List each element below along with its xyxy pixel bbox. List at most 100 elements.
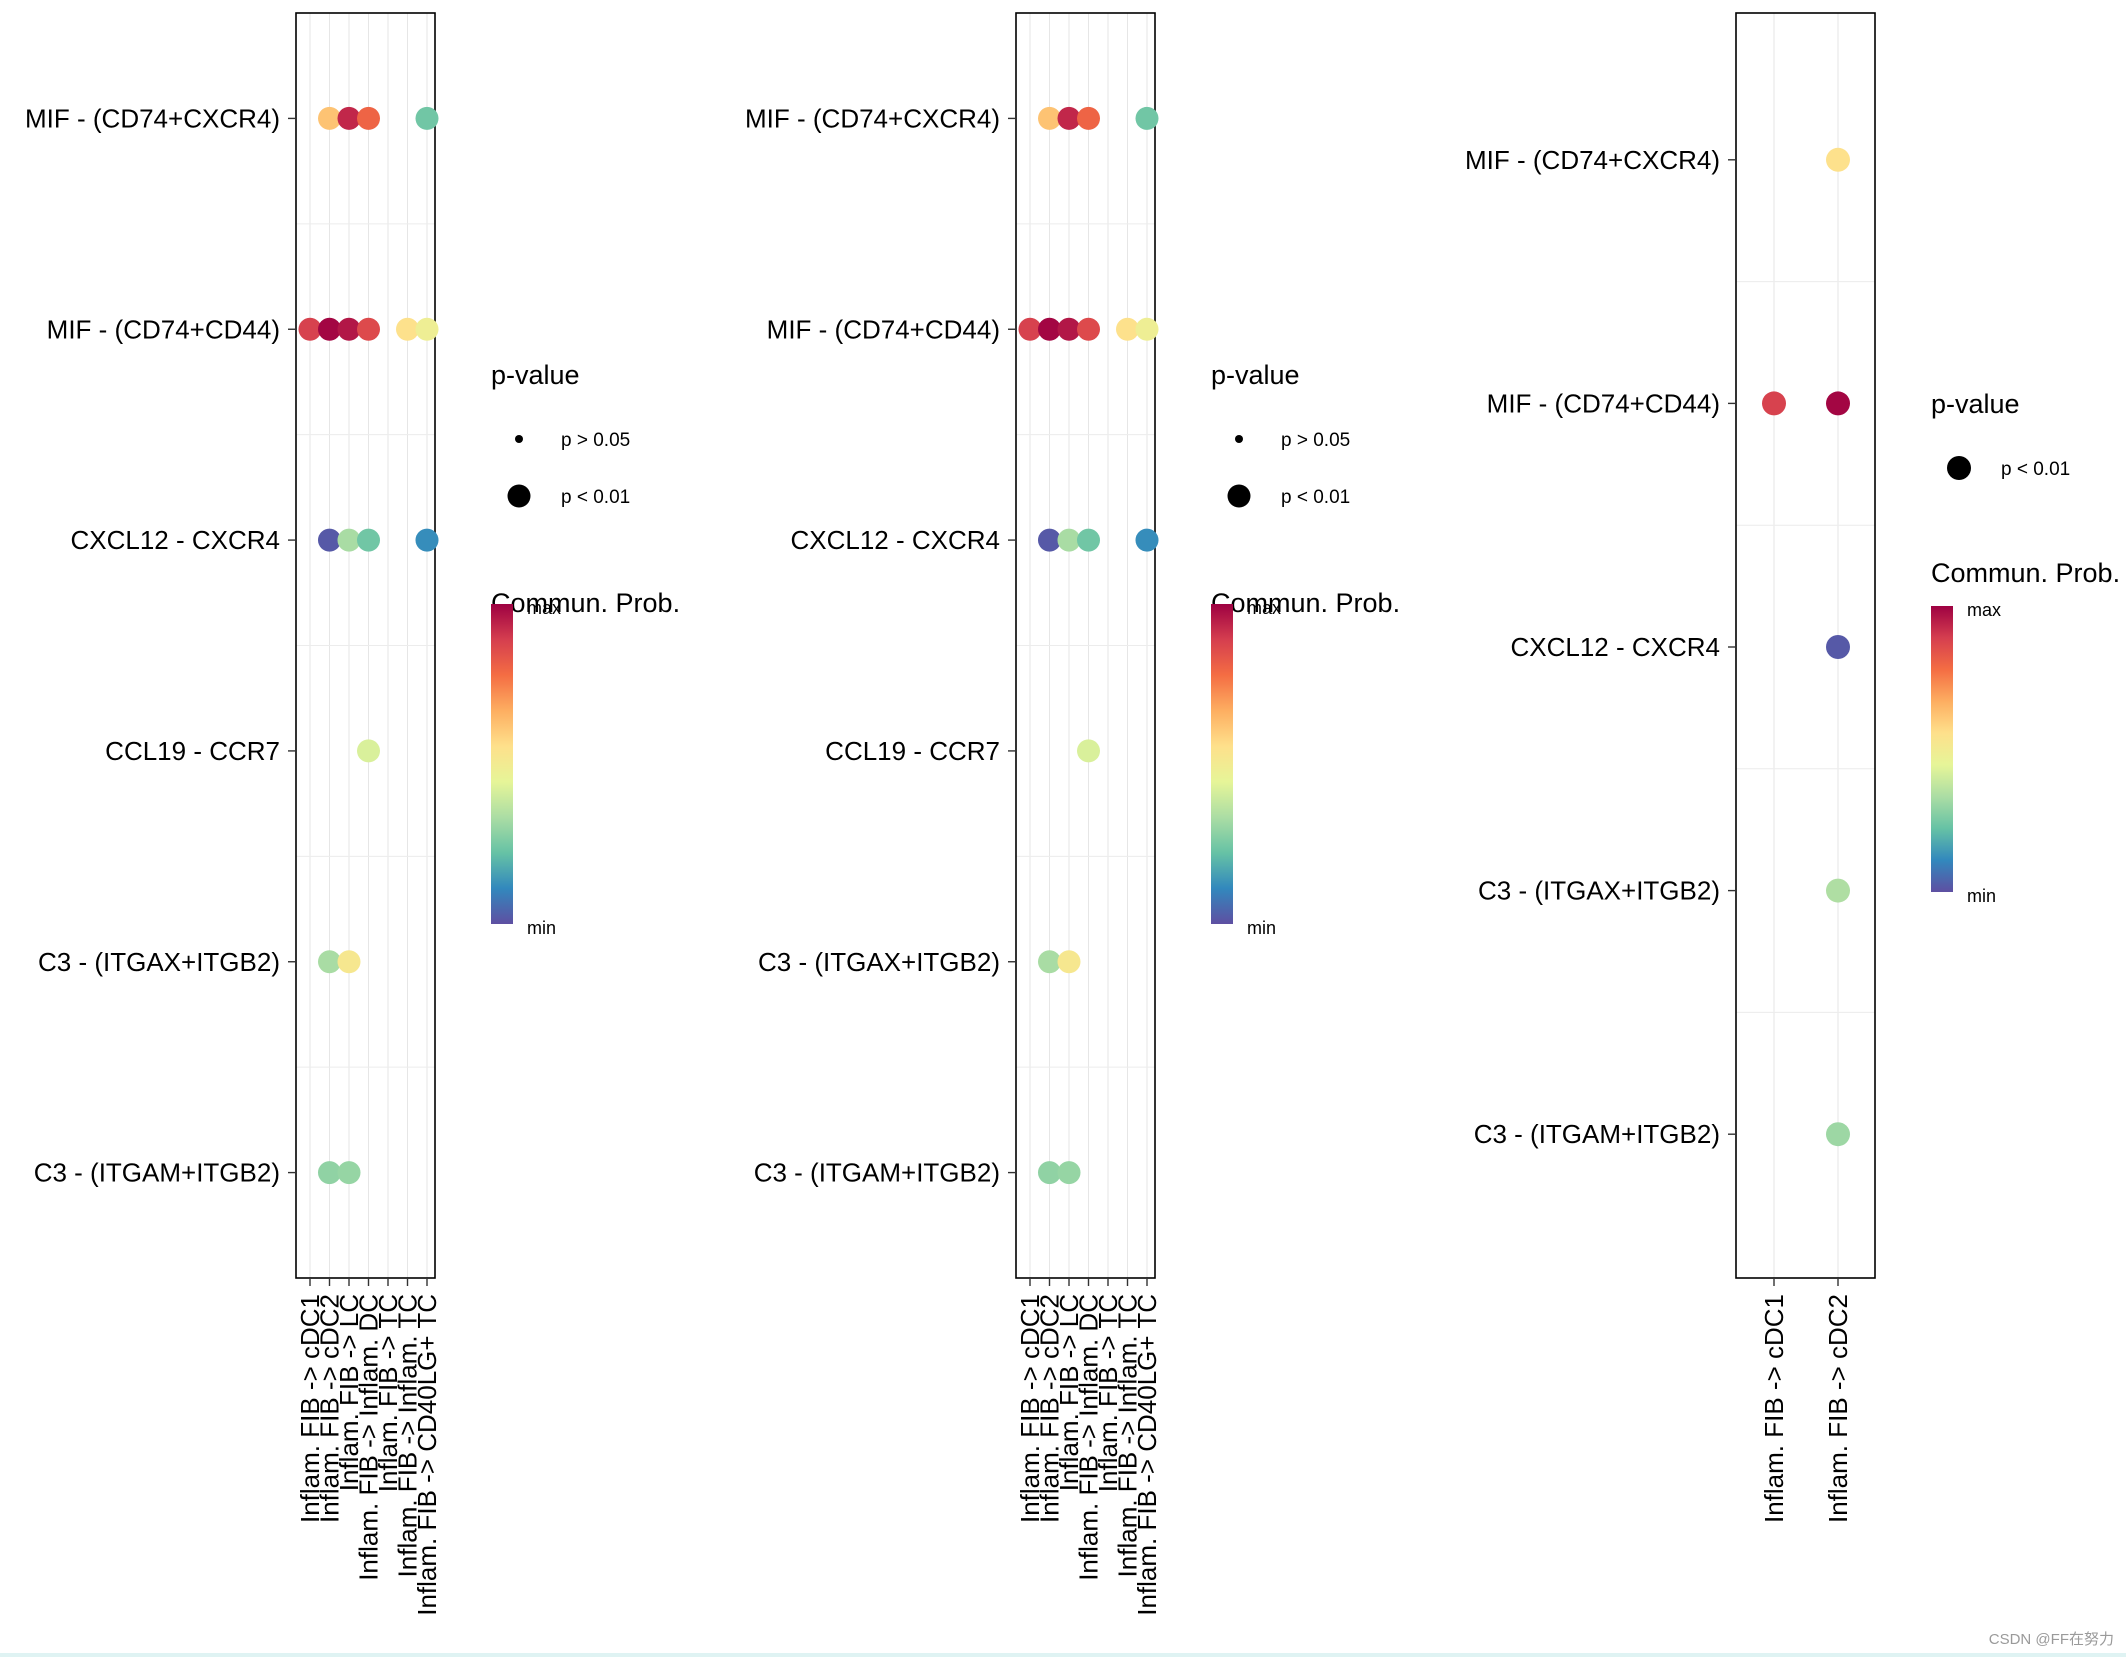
y-tick-label: CXCL12 - CXCR4 — [70, 525, 280, 555]
x-tick-label: Inflam. FIB -> cDC1 — [295, 1294, 325, 1523]
data-point — [1826, 1122, 1850, 1147]
x-tick-label: Inflam. FIB -> TC — [373, 1294, 403, 1492]
x-tick-label: Inflam. FIB -> Inflam. DC — [354, 1294, 384, 1581]
data-point — [318, 528, 341, 552]
legend-size-key — [507, 484, 531, 508]
x-tick-label: Inflam. FIB -> LC — [334, 1294, 364, 1491]
panel-border — [295, 12, 436, 1279]
data-point — [1038, 528, 1061, 552]
x-tick-label: Inflam. FIB -> cDC2 — [1823, 1294, 1853, 1523]
data-point — [337, 317, 361, 341]
y-tick-label: MIF - (CD74+CD44) — [1487, 388, 1720, 418]
data-point — [1057, 106, 1081, 130]
data-point — [357, 528, 380, 552]
legend-size-label: p < 0.01 — [2001, 459, 2070, 480]
data-point — [1077, 317, 1100, 341]
y-tick-label: C3 - (ITGAM+ITGB2) — [34, 1158, 280, 1188]
legend-size-key — [1235, 435, 1243, 443]
y-tick-label: CCL19 - CCR7 — [825, 736, 1000, 766]
legend-color-title: Commun. Prob. — [491, 588, 680, 618]
data-point — [415, 106, 439, 130]
colorbar-min-label: min — [1247, 918, 1276, 938]
colorbar-max-label: max — [527, 598, 561, 618]
y-tick-label: CXCL12 - CXCR4 — [790, 525, 1000, 555]
y-tick-label: C3 - (ITGAX+ITGB2) — [38, 947, 280, 977]
colorbar-max-label: max — [1967, 600, 2001, 620]
legend-size-label: p > 0.05 — [561, 430, 630, 451]
data-point — [337, 528, 361, 552]
x-tick-label: Inflam. FIB -> cDC1 — [1759, 1294, 1789, 1523]
colorbar — [491, 604, 513, 924]
legend-size-title: p-value — [491, 360, 580, 390]
data-point — [318, 950, 341, 974]
data-point — [1077, 528, 1100, 552]
legend-size-key — [515, 435, 523, 443]
y-tick-label: MIF - (CD74+CXCR4) — [1465, 145, 1720, 175]
watermark: CSDN @FF在努力 — [1988, 1631, 2114, 1648]
colorbar-min-label: min — [1967, 886, 1996, 906]
data-point — [337, 106, 361, 130]
data-point — [1116, 317, 1139, 341]
data-point — [1057, 317, 1081, 341]
data-point — [1018, 317, 1042, 341]
colorbar — [1931, 606, 1953, 892]
y-tick-label: C3 - (ITGAX+ITGB2) — [1478, 876, 1720, 906]
colorbar-max-label: max — [1247, 598, 1281, 618]
panel-border — [1735, 12, 1876, 1279]
x-tick-label: Inflam. FIB -> cDC2 — [315, 1294, 345, 1523]
y-tick-label: MIF - (CD74+CD44) — [47, 314, 280, 344]
y-tick-label: MIF - (CD74+CXCR4) — [745, 103, 1000, 133]
legend-size-title: p-value — [1211, 360, 1300, 390]
legend-size-title: p-value — [1931, 389, 2020, 419]
x-tick-label: Inflam. FIB -> CD40LG+ TC — [1132, 1294, 1162, 1616]
legend-size-label: p > 0.05 — [1281, 430, 1350, 451]
colorbar — [1211, 604, 1233, 924]
data-point — [318, 106, 341, 130]
data-point — [1057, 1161, 1081, 1185]
y-tick-label: C3 - (ITGAX+ITGB2) — [758, 947, 1000, 977]
y-tick-label: MIF - (CD74+CXCR4) — [25, 103, 280, 133]
data-point — [1826, 147, 1850, 172]
x-tick-label: Inflam. FIB -> CD40LG+ TC — [412, 1294, 442, 1616]
legend-size-key — [1947, 456, 1971, 480]
data-point — [1038, 1161, 1061, 1185]
x-tick-label: Inflam. FIB -> TC — [1093, 1294, 1123, 1492]
data-point — [1038, 106, 1061, 130]
data-point — [415, 317, 439, 341]
data-point — [1077, 106, 1100, 130]
data-point — [1057, 528, 1081, 552]
legend-size-key — [1227, 484, 1251, 508]
data-point — [318, 317, 341, 341]
panel-2: MIF - (CD74+CXCR4) MIF - (CD74+CD44) CXCL1… — [745, 12, 1400, 1616]
data-point — [1057, 950, 1081, 974]
data-point — [337, 1161, 361, 1185]
x-tick-label: Inflam. FIB -> Inflam. TC — [1113, 1294, 1143, 1577]
y-tick-label: CXCL12 - CXCR4 — [1510, 632, 1720, 662]
x-tick-label: Inflam. FIB -> cDC1 — [1015, 1294, 1045, 1523]
data-point — [1038, 317, 1061, 341]
x-tick-label: Inflam. FIB -> cDC2 — [1035, 1294, 1065, 1523]
data-point — [1135, 528, 1159, 552]
x-tick-label: Inflam. FIB -> LC — [1054, 1294, 1084, 1491]
x-tick-label: Inflam. FIB -> Inflam. DC — [1074, 1294, 1104, 1581]
data-point — [396, 317, 419, 341]
panel-3: MIF - (CD74+CXCR4) MIF - (CD74+CD44) CXCL1… — [1465, 12, 2120, 1523]
legend-color-title: Commun. Prob. — [1211, 588, 1400, 618]
y-tick-label: C3 - (ITGAM+ITGB2) — [1474, 1119, 1720, 1149]
data-point — [357, 106, 380, 130]
data-point — [1762, 391, 1786, 416]
data-point — [318, 1161, 341, 1185]
y-tick-label: MIF - (CD74+CD44) — [767, 314, 1000, 344]
data-point — [1826, 878, 1850, 903]
y-tick-label: CCL19 - CCR7 — [105, 736, 280, 766]
data-point — [1077, 739, 1100, 763]
data-point — [357, 739, 380, 763]
x-tick-label: Inflam. FIB -> Inflam. TC — [393, 1294, 423, 1577]
data-point — [1826, 635, 1850, 659]
data-point — [298, 317, 322, 341]
data-point — [1038, 950, 1061, 974]
data-point — [1826, 391, 1850, 416]
y-tick-label: C3 - (ITGAM+ITGB2) — [754, 1158, 1000, 1188]
panel-border — [1015, 12, 1156, 1279]
